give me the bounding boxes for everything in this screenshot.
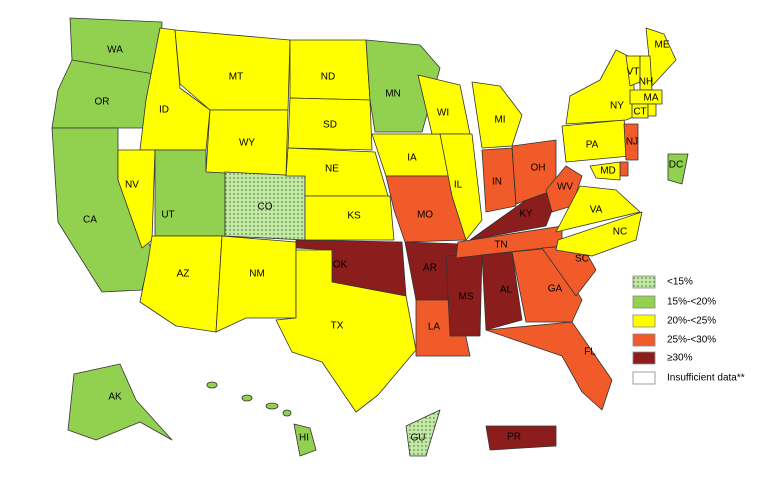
- state-label: MD: [600, 166, 616, 177]
- state: [485, 321, 613, 411]
- state-label: MI: [494, 115, 505, 126]
- state-label: MN: [385, 89, 401, 100]
- state-label: OH: [531, 163, 546, 174]
- state-label: HI: [299, 433, 309, 444]
- state-label: VA: [590, 205, 603, 216]
- state-label: ME: [655, 40, 670, 51]
- legend-label: <15%: [667, 277, 693, 288]
- state: [417, 74, 471, 135]
- state: [555, 185, 641, 233]
- state-label: MS: [459, 292, 474, 303]
- state-label: CO: [258, 202, 273, 213]
- state-label: TX: [331, 321, 344, 332]
- legend-swatch: [632, 275, 656, 289]
- state-label: WY: [239, 138, 255, 149]
- state-labels: WA OR CA ID NV UT AZ MT WY CO NM ND SD NE KS OK TX MN IA MO…: [83, 40, 683, 444]
- state: [139, 235, 223, 333]
- state: [275, 249, 417, 413]
- state-label: WA: [107, 45, 123, 56]
- state: [647, 103, 657, 117]
- state-label: DC: [669, 160, 683, 171]
- legend-label: 15%-<20%: [667, 297, 716, 308]
- state: [589, 161, 621, 181]
- state-label: PR: [507, 432, 521, 443]
- state: [287, 97, 373, 151]
- state: [289, 39, 371, 101]
- state: [619, 161, 629, 177]
- legend-label: 25%-<30%: [667, 335, 716, 346]
- state-label: CA: [83, 215, 97, 226]
- state-label: ID: [159, 105, 169, 116]
- state: [405, 409, 441, 457]
- state-label: GU: [411, 433, 426, 444]
- state: [117, 149, 156, 249]
- state-label: PA: [586, 140, 599, 151]
- state-label: AL: [500, 285, 513, 296]
- islands: [206, 381, 292, 417]
- state-label: VT: [627, 67, 640, 78]
- legend-swatch: [632, 333, 656, 347]
- state-label: IL: [454, 180, 463, 191]
- state-label: UT: [161, 210, 174, 221]
- state-label: NE: [325, 164, 339, 175]
- state: [481, 147, 517, 213]
- state: [555, 211, 643, 257]
- legend: <15% 15%-<20% 20%-<25% 25%-<30% ≥30% Insuffic…: [632, 275, 745, 385]
- legend-label: Insufficient data**: [667, 373, 745, 384]
- state: [471, 81, 523, 149]
- state-label: KY: [519, 209, 533, 220]
- legend-label: 20%-<25%: [667, 316, 716, 327]
- state-label: NH: [639, 77, 653, 88]
- states: [51, 17, 689, 457]
- legend-swatch: [632, 371, 656, 385]
- legend-swatch: [632, 351, 656, 365]
- state: [385, 175, 467, 243]
- state: [365, 39, 441, 133]
- state-label: MA: [644, 93, 659, 104]
- state-label: FL: [584, 347, 596, 358]
- state-label: CT: [633, 107, 646, 118]
- state-label: OR: [95, 97, 110, 108]
- state-label: WI: [437, 108, 449, 119]
- state: [293, 423, 317, 457]
- legend-swatch: [632, 295, 656, 309]
- state-label: SC: [575, 254, 589, 265]
- state-label: KS: [347, 211, 361, 222]
- state-label: ND: [321, 72, 335, 83]
- state-label: AZ: [177, 269, 190, 280]
- state: [215, 235, 297, 333]
- state-label: SD: [323, 120, 337, 131]
- state: [481, 251, 523, 331]
- state-label: AR: [423, 263, 437, 274]
- state: [304, 195, 395, 241]
- state-label: TN: [494, 240, 507, 251]
- state-label: OK: [333, 260, 348, 271]
- legend-swatch: [632, 314, 656, 328]
- state: [667, 153, 689, 185]
- state-label: IA: [407, 153, 417, 164]
- state-label: LA: [428, 322, 441, 333]
- state-label: WV: [557, 182, 573, 193]
- state: [629, 89, 663, 105]
- state-label: NV: [125, 180, 139, 191]
- state-label: GA: [548, 284, 563, 295]
- state-label: MO: [417, 210, 433, 221]
- state: [623, 123, 639, 161]
- state: [631, 103, 649, 119]
- state: [439, 133, 483, 241]
- legend-label: ≥30%: [667, 353, 693, 364]
- state-label: NJ: [626, 137, 638, 148]
- state: [67, 363, 173, 441]
- state-label: IN: [492, 177, 502, 188]
- state: [485, 425, 557, 451]
- state-label: NY: [610, 101, 624, 112]
- state-label: NC: [613, 227, 627, 238]
- state-label: AK: [108, 392, 122, 403]
- state-label: NM: [249, 269, 265, 280]
- state-label: MT: [229, 72, 243, 83]
- state: [565, 49, 637, 125]
